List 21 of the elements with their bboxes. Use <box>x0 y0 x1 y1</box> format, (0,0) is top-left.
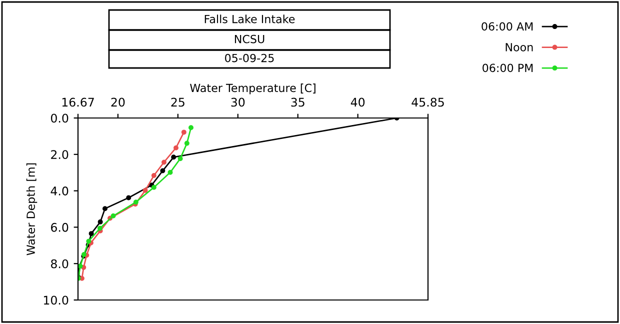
x-tick-label: 40 <box>350 98 365 107</box>
y-tick-label: 10.0 <box>44 296 68 305</box>
y-tick-label: 4.0 <box>50 186 68 196</box>
legend-label: Noon <box>506 43 533 52</box>
x-tick-label: 20 <box>111 98 125 107</box>
legend-label: 06:00 PM <box>482 64 533 72</box>
x-tick-label: 45.85 <box>412 98 444 107</box>
legend-label: 06:00 AM <box>482 22 533 31</box>
x-tick-label: 25 <box>171 98 184 107</box>
x-tick-label: 16.67 <box>62 98 94 107</box>
y-tick-label: 6.0 <box>51 222 68 232</box>
x-axis-title: Water Temperature [C] <box>190 84 316 94</box>
x-tick-label: 35 <box>291 98 304 107</box>
chart-subtitle: NCSU <box>234 34 264 44</box>
y-tick-label: 8.0 <box>51 259 68 268</box>
chart-title: Falls Lake Intake <box>204 14 295 24</box>
text: 05-09-25 <box>225 54 274 62</box>
y-tick-label: 0.0 <box>50 114 68 123</box>
y-axis-title: Water Depth [m] <box>26 163 38 256</box>
x-tick-label: 30 <box>231 98 245 107</box>
y-tick-label: 2.0 <box>51 150 68 160</box>
